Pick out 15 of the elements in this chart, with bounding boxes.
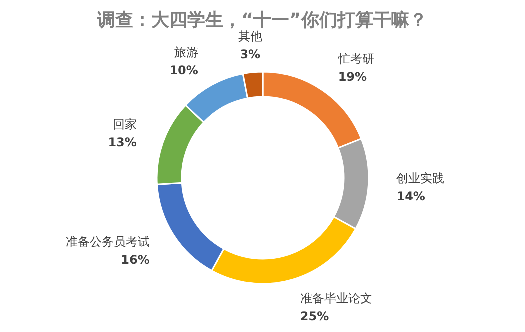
data-label: 25% — [300, 310, 330, 324]
slice-label: 其他 — [238, 30, 262, 44]
data-label: 19% — [338, 70, 368, 84]
slice-label: 准备毕业论文 — [300, 292, 372, 306]
data-label: 13% — [108, 136, 137, 150]
slice-label: 创业实践 — [396, 171, 445, 186]
slice-label: 准备公务员考试 — [66, 234, 150, 249]
chart-title: 调查：大四学生，“十一”你们打算干嘛？ — [96, 10, 428, 31]
slice-label: 旅游 — [174, 46, 198, 60]
data-label: 3% — [240, 48, 261, 62]
slice-label: 忙考研 — [337, 52, 374, 66]
slice-label: 回家 — [112, 118, 137, 132]
data-label: 16% — [121, 252, 150, 267]
data-label: 14% — [396, 189, 426, 204]
data-label: 10% — [170, 64, 198, 78]
